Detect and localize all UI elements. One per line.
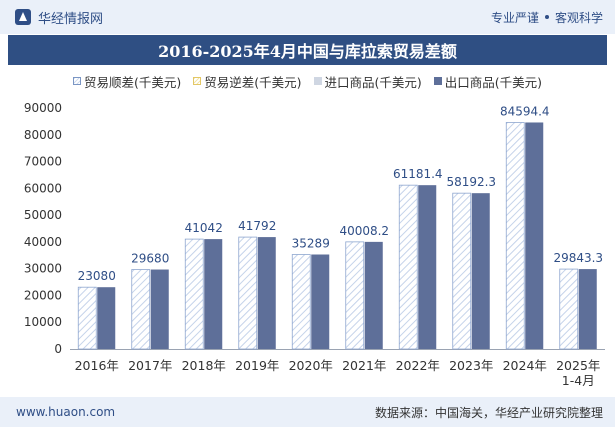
brand-name: 华经情报网 (38, 11, 104, 27)
separator-dot-icon (544, 15, 549, 19)
x-tick-label-line: 2021年 (342, 358, 386, 373)
chart-legend: 贸易顺差(千美元) 贸易逆差(千美元) 进口商品(千美元) 出口商品(千美元) (0, 71, 615, 91)
legend-swatch-exports (433, 77, 442, 85)
bar-exports (578, 269, 597, 349)
bar-surplus (505, 122, 525, 350)
bar-surplus (77, 286, 97, 350)
x-tick-label-line: 2018年 (182, 358, 226, 373)
x-tick-label-line: 2016年 (75, 358, 119, 373)
data-label: 41042 (185, 221, 223, 235)
data-label: 58192.3 (446, 175, 496, 189)
data-label: 61181.4 (393, 167, 443, 181)
data-label: 29843.3 (553, 251, 603, 265)
x-tick-label: 2020年 (289, 358, 333, 373)
y-tick-label: 30000 (24, 262, 62, 276)
x-tick-label: 2018年 (182, 358, 226, 373)
x-tick-label: 2017年 (128, 358, 172, 373)
data-label: 41792 (238, 219, 276, 233)
y-tick-label: 60000 (24, 181, 62, 195)
y-tick-label: 20000 (24, 288, 62, 302)
bar-surplus (184, 238, 204, 350)
slogan-right: 客观科学 (554, 10, 603, 25)
footer: www.huaon.com 数据来源：中国海关，华经产业研究院整理 (0, 397, 615, 427)
x-tick-label: 2025年 1-4月 (556, 358, 600, 388)
y-tick-label: 40000 (24, 235, 62, 249)
legend-label-deficit: 贸易逆差(千美元) (204, 74, 302, 90)
legend-swatch-deficit (193, 77, 202, 85)
y-tick-label: 50000 (24, 208, 62, 222)
chart-title: 2016-2025年4月中国与库拉索贸易差额 (8, 35, 607, 65)
bar-surplus (291, 254, 311, 350)
x-tick-label-line: 2017年 (128, 358, 172, 373)
bar-exports (364, 241, 383, 349)
axis-layer: 0 10000 20000 30000 40000 50000 60000 70000 8000… (24, 101, 605, 388)
slogan: 专业严谨 客观科学 (491, 9, 603, 26)
bar-surplus (345, 241, 365, 350)
y-tick-label: 90000 (24, 101, 62, 115)
data-label: 40008.2 (339, 224, 389, 238)
bar-exports (471, 193, 490, 349)
legend-item-exports[interactable]: 出口商品(千美元) (433, 72, 543, 91)
x-tick-label: 2016年 (75, 358, 119, 373)
legend-swatch-imports (313, 77, 322, 85)
legend-swatch-surplus (72, 77, 81, 85)
legend-item-surplus[interactable]: 贸易顺差(千美元) (72, 72, 182, 91)
x-tick-label-line: 2025年 (556, 358, 600, 373)
x-tick-label-line: 2020年 (289, 358, 333, 373)
bar-exports (525, 122, 544, 349)
y-tick-label: 0 (54, 342, 62, 356)
x-tick-label: 2024年 (503, 358, 547, 373)
x-tick-label-line: 2019年 (235, 358, 279, 373)
brand[interactable]: 华经情报网 (14, 8, 103, 27)
bar-exports (418, 185, 437, 349)
bar-surplus (452, 192, 472, 350)
x-tick-label: 2023年 (449, 358, 493, 373)
bar-surplus (238, 236, 258, 350)
legend-label-exports: 出口商品(千美元) (444, 74, 543, 90)
y-tick-label: 10000 (24, 315, 62, 329)
label-layer: 23080 29680 41042 41792 35289 40008.2 61181.45… (78, 104, 603, 283)
bar-exports (257, 237, 276, 349)
huajing-logo-icon (15, 9, 31, 25)
x-tick-label: 2021年 (342, 358, 386, 373)
x-tick-label: 2019年 (235, 358, 279, 373)
data-label: 23080 (78, 269, 116, 283)
bar-chart: 0 10000 20000 30000 40000 50000 60000 70000 8000… (24, 101, 605, 388)
bar-exports (311, 254, 330, 349)
footer-source: 数据来源：中国海关，华经产业研究院整理 (374, 405, 603, 420)
bar-layer (77, 122, 597, 350)
legend-item-deficit[interactable]: 贸易逆差(千美元) (193, 72, 302, 91)
y-tick-label: 70000 (24, 155, 62, 169)
x-tick-label-line: 1-4月 (562, 373, 595, 388)
bar-exports (204, 239, 223, 349)
data-label: 84594.4 (500, 104, 550, 118)
legend-item-imports[interactable]: 进口商品(千美元) (313, 72, 422, 91)
data-label: 29680 (131, 252, 169, 266)
x-tick-label: 2022年 (396, 358, 440, 373)
x-tick-label-line: 2023年 (449, 358, 493, 373)
x-tick-label-line: 2024年 (503, 358, 547, 373)
bar-exports (150, 269, 169, 349)
footer-url[interactable]: www.huaon.com (16, 405, 116, 419)
bar-surplus (398, 184, 418, 350)
legend-label-imports: 进口商品(千美元) (324, 74, 422, 90)
slogan-left: 专业严谨 (490, 10, 539, 25)
bar-exports (97, 287, 116, 349)
legend-label-surplus: 贸易顺差(千美元) (83, 74, 182, 90)
y-tick-label: 80000 (24, 128, 62, 142)
bar-surplus (131, 269, 151, 350)
bar-surplus (559, 268, 579, 350)
data-label: 35289 (292, 237, 330, 251)
top-banner: 华经情报网 专业严谨 客观科学 (0, 0, 615, 34)
x-tick-label-line: 2022年 (396, 358, 440, 373)
